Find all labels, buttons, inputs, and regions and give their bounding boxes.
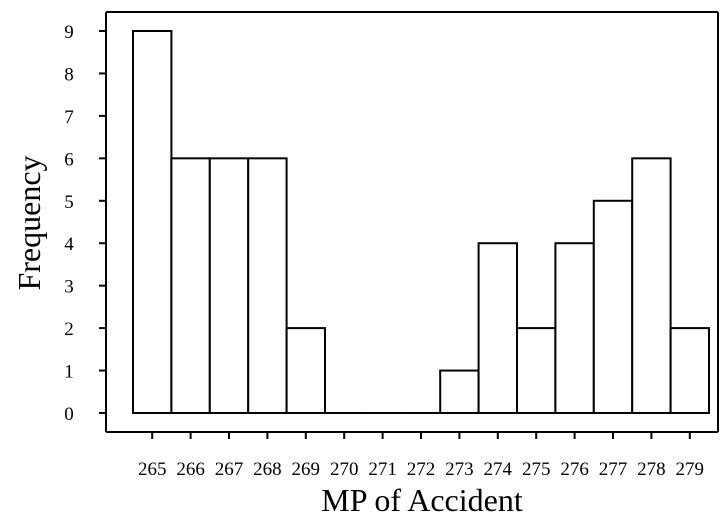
x-tick-label: 265 [138, 459, 167, 480]
x-tick-label: 267 [215, 459, 244, 480]
x-tick-label: 273 [445, 459, 474, 480]
bar-267 [208, 157, 250, 414]
x-tick-label: 275 [522, 459, 551, 480]
y-tick-label: 8 [64, 64, 74, 85]
bar-277 [592, 199, 634, 414]
x-tick-label: 278 [637, 459, 666, 480]
bar-274 [477, 242, 519, 414]
y-axis: 0 1 2 3 4 5 6 7 8 9 [64, 12, 107, 432]
bars [132, 30, 710, 414]
bar-265 [132, 30, 173, 414]
x-tick-label: 279 [676, 459, 705, 480]
y-tick-label: 0 [64, 404, 74, 425]
x-tick-label: 271 [368, 459, 397, 480]
bar-276 [554, 242, 595, 414]
y-tick-label: 1 [64, 362, 74, 383]
y-tick-label: 3 [64, 277, 74, 298]
x-tick-label: 266 [176, 459, 205, 480]
x-tick-label: 268 [253, 459, 282, 480]
y-tick-label: 9 [64, 22, 74, 43]
y-axis-label: Frequency [11, 155, 47, 290]
y-tick-label: 5 [64, 192, 74, 213]
bar-268 [247, 157, 288, 414]
x-tick-label: 274 [484, 459, 513, 480]
y-tick-label: 7 [64, 107, 74, 128]
x-axis: 265 266 267 268 269 270 271 272 273 274 275 276 277 2… [106, 431, 718, 480]
plot-frame [106, 11, 719, 432]
bar-279 [669, 327, 710, 414]
x-tick-label: 272 [407, 459, 436, 480]
x-tick-label: 270 [330, 459, 359, 480]
bar-275 [516, 327, 557, 414]
x-tick-label: 276 [560, 459, 589, 480]
bar-266 [170, 157, 211, 414]
y-tick-label: 2 [64, 319, 74, 340]
y-tick-label: 6 [64, 149, 74, 170]
x-tick-label: 269 [292, 459, 321, 480]
y-tick-label: 4 [64, 234, 74, 255]
bar-278 [631, 157, 672, 414]
x-axis-label: MP of Accident [321, 482, 523, 518]
bar-269 [285, 327, 327, 414]
bar-273 [439, 369, 480, 414]
x-tick-label: 277 [599, 459, 628, 480]
